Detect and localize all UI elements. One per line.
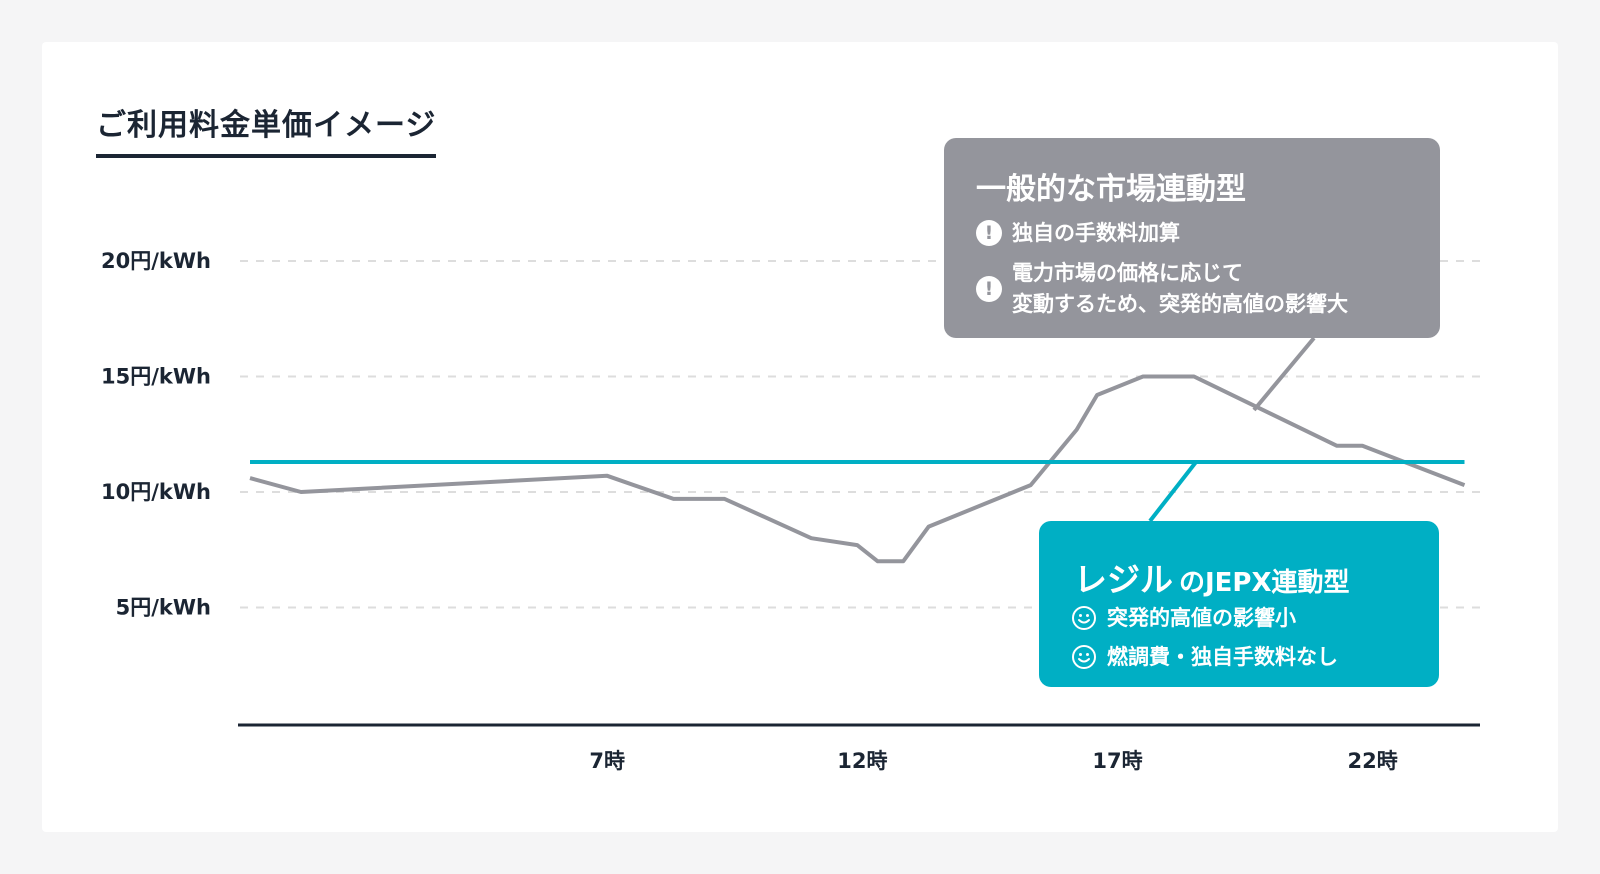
smile-icon <box>1072 606 1096 630</box>
y-tick-label: 5円/kWh <box>116 596 211 620</box>
plan-callout-item: 突発的高値の影響小 <box>1071 603 1296 634</box>
plan-callout-item-text: 突発的高値の影響小 <box>1107 606 1296 630</box>
plan-callout-title: レジル のJEPX連動型 <box>1074 553 1350 601</box>
x-tick-label: 7時 <box>589 749 625 773</box>
plan-callout-item: 燃調費・独自手数料なし <box>1071 642 1338 673</box>
market-callout-item-text: 電力市場の価格に応じて 変動するため、突発的高値の影響大 <box>1012 261 1348 316</box>
x-tick-label: 12時 <box>837 749 887 773</box>
smile-icon <box>1072 645 1096 669</box>
market-callout-item: ! 電力市場の価格に応じて 変動するため、突発的高値の影響大 <box>976 258 1348 320</box>
y-tick-label: 10円/kWh <box>101 480 211 504</box>
market-callout-title: 一般的な市場連動型 <box>976 172 1246 207</box>
y-axis-ticks: 5円/kWh 10円/kWh 15円/kWh 20円/kWh <box>101 249 211 620</box>
plan-type-name: のJEPX連動型 <box>1179 568 1350 598</box>
market-callout-pointer <box>1252 336 1316 412</box>
market-price-line <box>249 374 1466 564</box>
exclamation-icon: ! <box>976 276 1002 302</box>
plan-brand-name: レジル <box>1074 560 1173 599</box>
plan-callout-item-text: 燃調費・独自手数料なし <box>1107 645 1338 669</box>
y-tick-label: 20円/kWh <box>101 249 211 273</box>
x-tick-label: 17時 <box>1092 749 1142 773</box>
market-callout: 一般的な市場連動型 ! 独自の手数料加算 ! 電力市場の価格に応じて 変動するた… <box>944 138 1440 338</box>
x-axis-ticks: 7時 12時 17時 22時 <box>589 749 1397 773</box>
x-tick-label: 22時 <box>1348 749 1398 773</box>
market-callout-item-text: 独自の手数料加算 <box>1012 221 1180 245</box>
market-callout-item: ! 独自の手数料加算 <box>976 218 1180 249</box>
plan-callout: レジル のJEPX連動型 突発的高値の影響小 燃調費・独自手数料なし <box>1039 521 1439 687</box>
chart-title: ご利用料金単価イメージ <box>96 100 437 158</box>
plan-callout-pointer <box>1148 460 1198 523</box>
y-tick-label: 15円/kWh <box>101 365 211 389</box>
exclamation-icon: ! <box>976 220 1002 246</box>
